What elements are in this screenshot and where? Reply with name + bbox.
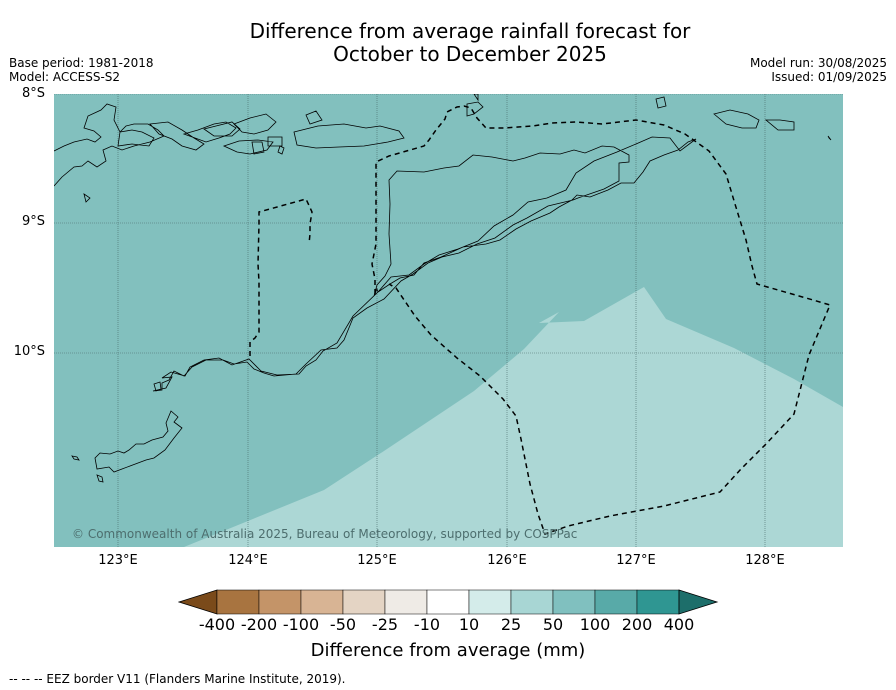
colorbar-tick-label: -25	[371, 615, 399, 634]
colorbar-tick-label: -10	[413, 615, 441, 634]
colorbar-segment	[300, 589, 344, 615]
lon-label-124e: 124°E	[228, 553, 268, 568]
lat-label-8s: 8°S	[21, 86, 45, 101]
lon-label-126e: 126°E	[487, 553, 527, 568]
colorbar-tick-label: 400	[663, 615, 695, 634]
copyright-text: © Commonwealth of Australia 2025, Bureau…	[72, 527, 578, 541]
band-25-50	[184, 287, 843, 547]
lon-label-123e: 123°E	[98, 553, 138, 568]
colorbar-segment	[552, 589, 596, 615]
colorbar-tick-label: 10	[458, 615, 480, 634]
eez-legend-note: -- -- -- EEZ border V11 (Flanders Marine…	[9, 672, 346, 686]
colorbar-tick-label: 50	[542, 615, 564, 634]
colorbar-segment	[258, 589, 302, 615]
colorbar-tick-label: -400	[198, 615, 236, 634]
colorbar-tick-label: -200	[240, 615, 278, 634]
colorbar-tick-label: -100	[282, 615, 320, 634]
colorbar-segment	[510, 589, 554, 615]
lon-label-125e: 125°E	[357, 553, 397, 568]
semau-island	[153, 381, 162, 392]
colorbar-title: Difference from average (mm)	[310, 640, 586, 661]
colorbar-segment	[594, 589, 638, 615]
meta-right: Model run: 30/08/2025 Issued: 01/09/2025	[750, 56, 887, 84]
lon-label-127e: 127°E	[616, 553, 656, 568]
colorbar-segment	[426, 589, 470, 615]
base-period-text: Base period: 1981-2018	[9, 56, 154, 70]
colorbar-tick-label: 25	[500, 615, 522, 634]
meta-left: Base period: 1981-2018 Model: ACCESS-S2	[9, 56, 154, 84]
map-panel	[54, 94, 843, 547]
lon-label-128e: 128°E	[745, 553, 785, 568]
colorbar-tick-label: 200	[621, 615, 653, 634]
issued-text: Issued: 01/09/2025	[771, 70, 887, 84]
gridlines	[54, 94, 843, 547]
model-text: Model: ACCESS-S2	[9, 70, 121, 84]
colorbar-tick-label: -50	[329, 615, 357, 634]
colorbar-segment	[216, 589, 260, 615]
lat-label-9s: 9°S	[21, 214, 45, 229]
timor-west-coastline	[94, 410, 183, 473]
colorbar-segment	[384, 589, 428, 615]
colorbar	[178, 589, 719, 615]
northern-islands-coastline	[54, 94, 832, 203]
eez-border	[249, 105, 832, 535]
colorbar-segment	[342, 589, 386, 615]
timor-coastline	[152, 136, 697, 392]
colorbar-segment	[636, 589, 680, 615]
model-run-text: Model run: 30/08/2025	[749, 56, 887, 70]
colorbar-extend-low	[178, 589, 218, 615]
lat-label-10s: 10°S	[13, 344, 45, 359]
map-title: Difference from average rainfall forecas…	[170, 20, 770, 66]
colorbar-segment	[468, 589, 512, 615]
colorbar-extend-high	[678, 589, 719, 615]
colorbar-tick-label: 100	[579, 615, 611, 634]
title-line-1: Difference from average rainfall forecas…	[249, 19, 691, 43]
rote-island	[71, 455, 104, 483]
title-line-2: October to December 2025	[333, 42, 607, 66]
